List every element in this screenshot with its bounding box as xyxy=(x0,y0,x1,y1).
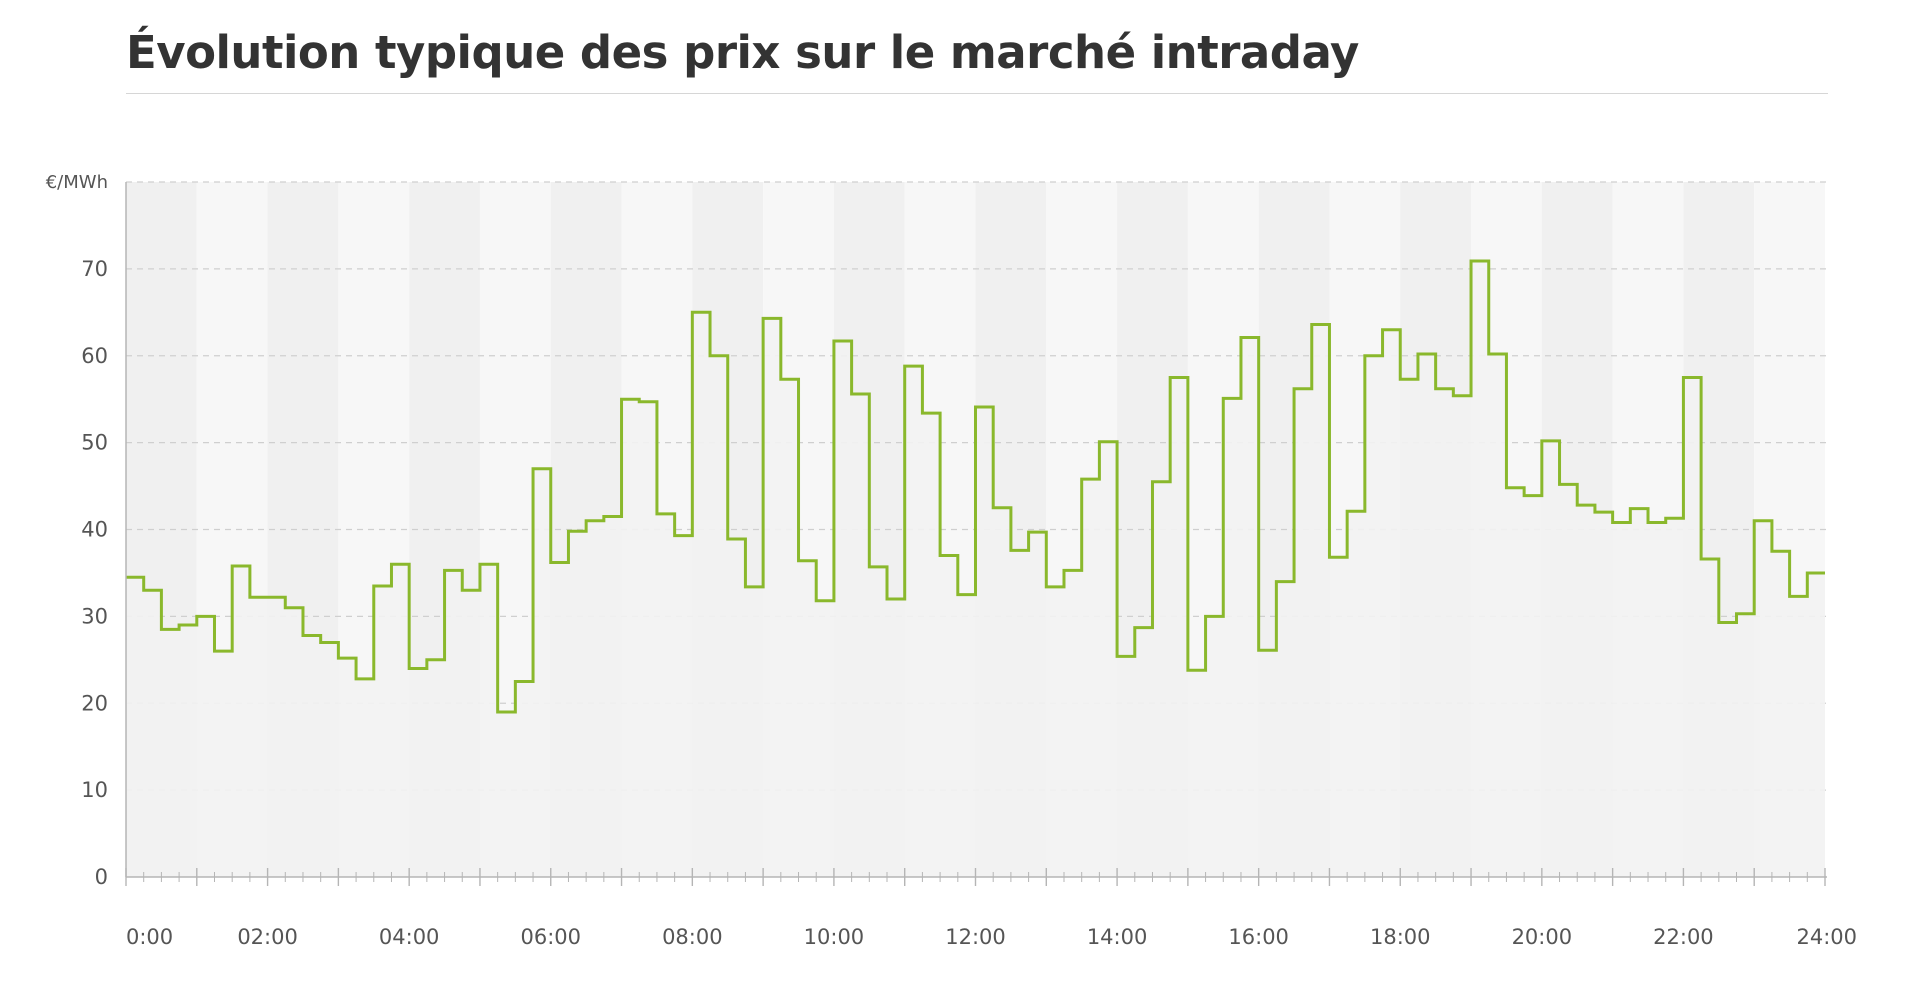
x-tick-label: 12:00 xyxy=(945,925,1006,949)
x-tick-label: 06:00 xyxy=(520,925,581,949)
page-title: Évolution typique des prix sur le marché… xyxy=(126,26,1359,79)
price-line xyxy=(126,259,1825,714)
x-tick-label: 10:00 xyxy=(804,925,865,949)
y-tick-label: 50 xyxy=(81,431,108,455)
y-axis-labels: 0 10 20 30 40 50 60 70 xyxy=(81,257,108,889)
x-tick-label: 22:00 xyxy=(1653,925,1714,949)
x-axis-labels: 0:00 02:00 04:00 06:00 08:00 10:00 12:00 14:00 1… xyxy=(126,925,1857,949)
x-tick-label: 08:00 xyxy=(662,925,723,949)
x-tick-label: 14:00 xyxy=(1087,925,1148,949)
x-tick-label: 0:00 xyxy=(126,925,173,949)
y-tick-label: 10 xyxy=(81,778,108,802)
y-tick-label: 30 xyxy=(81,604,108,628)
y-tick-label: 60 xyxy=(81,344,108,368)
x-tick-label: 20:00 xyxy=(1512,925,1573,949)
x-tick-label: 24:00 xyxy=(1796,925,1857,949)
title-divider xyxy=(126,93,1828,94)
x-tick-label: 18:00 xyxy=(1370,925,1431,949)
x-tick-label: 16:00 xyxy=(1228,925,1289,949)
axes xyxy=(125,182,1827,886)
y-tick-label: 0 xyxy=(95,865,108,889)
x-tick-label: 04:00 xyxy=(379,925,440,949)
y-axis-unit: €/MWh xyxy=(46,172,108,193)
y-tick-label: 40 xyxy=(81,518,108,542)
x-tick-label: 02:00 xyxy=(237,925,298,949)
y-tick-label: 20 xyxy=(81,691,108,715)
y-tick-label: 70 xyxy=(81,257,108,281)
